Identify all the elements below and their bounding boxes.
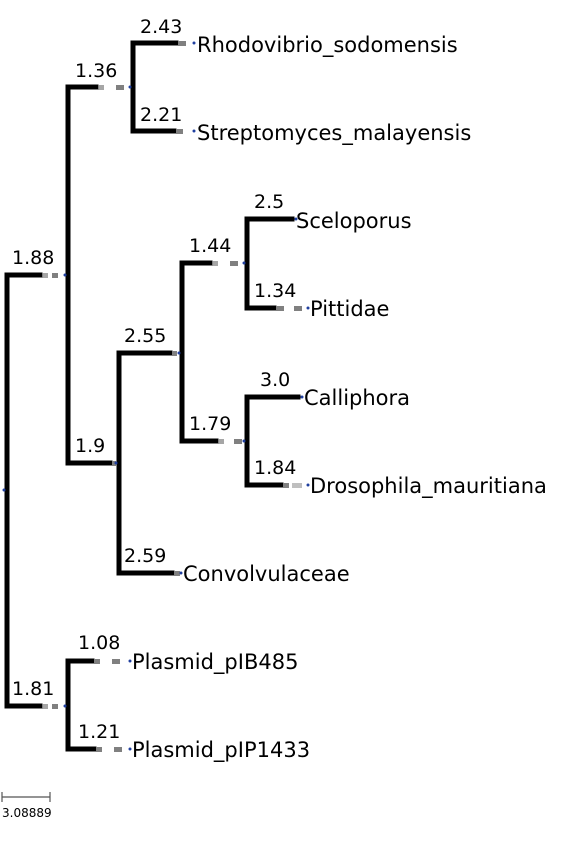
node-dot bbox=[177, 351, 181, 355]
node-dot bbox=[128, 85, 132, 89]
support-value: 2.59 bbox=[124, 545, 167, 567]
support-value: 1.81 bbox=[12, 678, 55, 700]
support-value: 1.44 bbox=[189, 235, 232, 257]
support-value: 1.21 bbox=[78, 721, 121, 743]
support-value: 2.5 bbox=[254, 191, 285, 213]
support-value: 1.08 bbox=[78, 632, 121, 654]
support-value: 3.0 bbox=[260, 369, 291, 391]
node-dot bbox=[114, 461, 118, 465]
node-dot bbox=[63, 704, 67, 708]
leaf-label: Pittidae bbox=[310, 297, 390, 321]
tree-branches bbox=[4, 40, 301, 752]
leaf-label: Plasmid_pIB485 bbox=[132, 650, 299, 674]
leaf-label: Plasmid_pIP1433 bbox=[132, 738, 311, 762]
node-dot bbox=[242, 261, 246, 265]
node-dot bbox=[242, 439, 246, 443]
tree-dash-segments bbox=[42, 41, 302, 752]
tree-node-dots bbox=[2, 41, 310, 751]
leaf-label: Streptomyces_malayensis bbox=[197, 121, 472, 145]
support-value: 1.79 bbox=[189, 413, 232, 435]
support-value: 1.36 bbox=[75, 60, 118, 82]
scale-bar bbox=[1, 792, 51, 802]
support-value: 2.43 bbox=[140, 16, 183, 38]
leaf-dot bbox=[128, 659, 132, 663]
leaf-label: Sceloporus bbox=[296, 209, 412, 233]
leaf-label: Drosophila_mauritiana bbox=[310, 474, 547, 498]
support-value: 2.55 bbox=[124, 325, 167, 347]
support-value: 1.9 bbox=[75, 435, 106, 457]
leaf-dot bbox=[179, 571, 183, 575]
leaf-label: Convolvulaceae bbox=[183, 562, 350, 586]
scale-bar-label: 3.08889 bbox=[2, 806, 52, 820]
node-dot bbox=[63, 273, 67, 277]
support-value: 1.84 bbox=[254, 457, 297, 479]
leaf-label: Calliphora bbox=[304, 386, 411, 410]
leaf-dot bbox=[294, 217, 298, 221]
leaf-dot bbox=[306, 306, 310, 310]
support-value: 1.88 bbox=[12, 247, 55, 269]
leaf-dot bbox=[128, 747, 132, 751]
leaf-dot bbox=[192, 129, 196, 133]
leaf-dot bbox=[306, 483, 310, 487]
leaf-dot bbox=[300, 395, 304, 399]
node-dot bbox=[2, 488, 6, 492]
support-value: 1.34 bbox=[254, 280, 297, 302]
support-value: 2.21 bbox=[140, 104, 183, 126]
leaf-dot bbox=[192, 41, 196, 45]
leaf-label: Rhodovibrio_sodomensis bbox=[197, 33, 458, 57]
